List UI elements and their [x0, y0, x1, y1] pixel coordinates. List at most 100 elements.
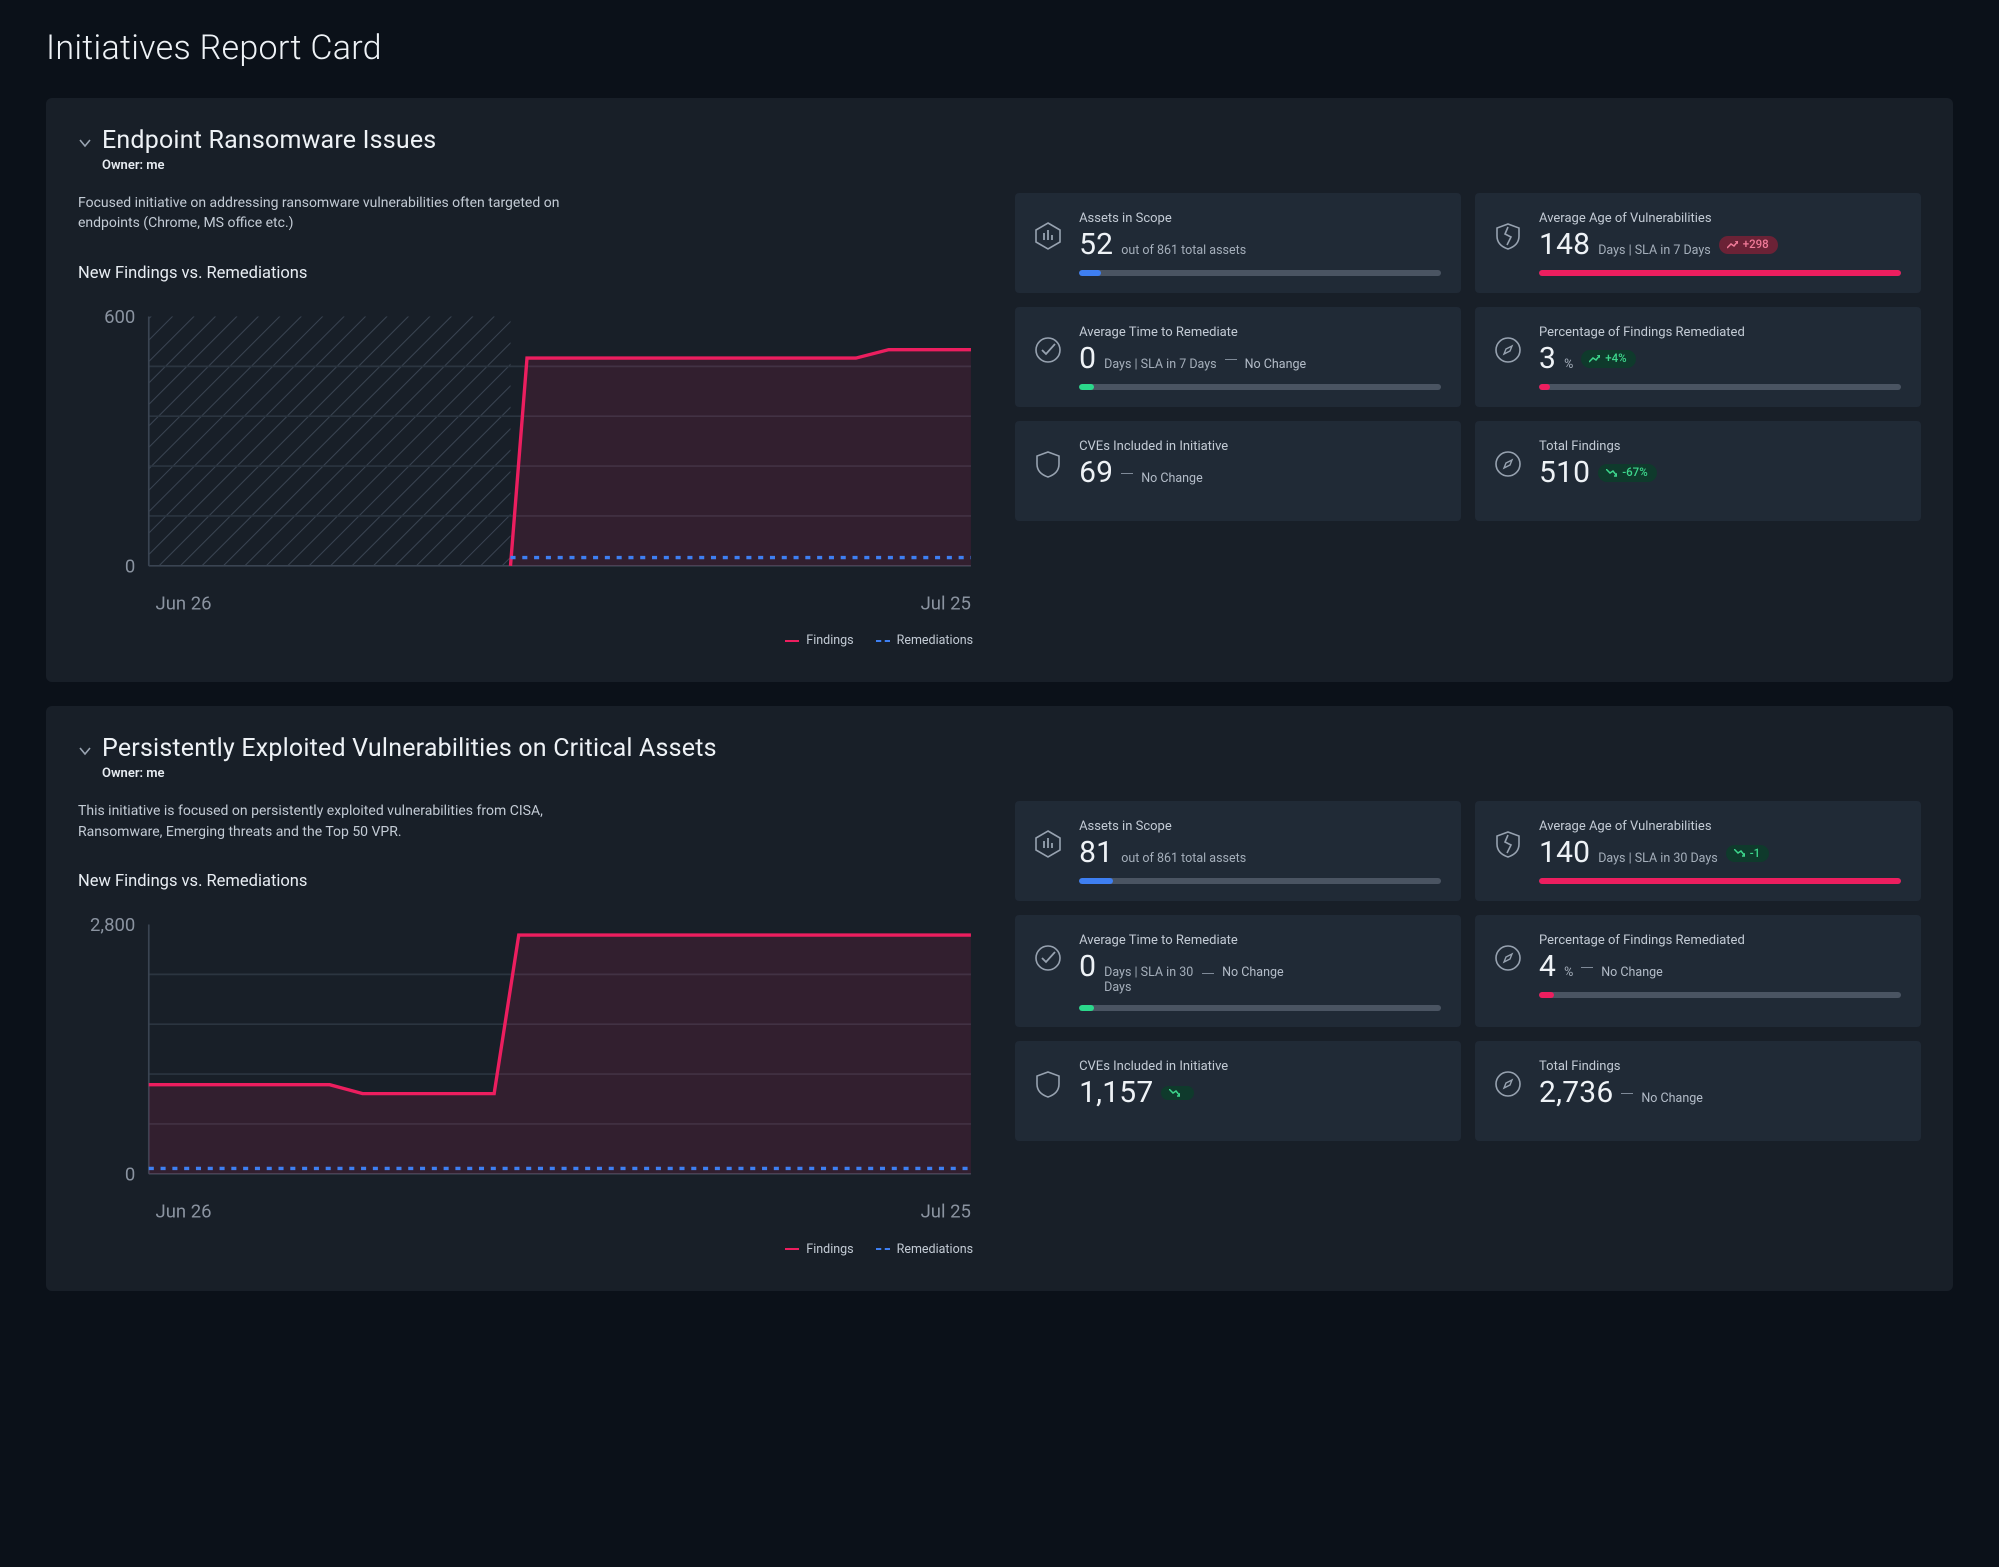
initiative-title: Persistently Exploited Vulnerabilities o… — [102, 734, 717, 763]
metric-value: 510 — [1539, 458, 1590, 488]
panel-header[interactable]: Endpoint Ransomware Issues — [78, 126, 1921, 155]
legend-findings: Findings — [806, 633, 853, 648]
metric-value: 69 — [1079, 458, 1113, 488]
metric-label: Average Time to Remediate — [1079, 933, 1441, 948]
trend-pill: +4% — [1581, 350, 1635, 368]
metric-card[interactable]: Assets in Scope 81 out of 861 total asset… — [1015, 801, 1461, 901]
metric-suffix: Days | SLA in 30 Days — [1598, 851, 1718, 866]
svg-text:Jun 26: Jun 26 — [156, 1201, 212, 1223]
dash-sep — [1621, 1093, 1633, 1094]
svg-text:0: 0 — [125, 555, 135, 577]
svg-text:0: 0 — [125, 1163, 135, 1185]
metric-card[interactable]: Average Age of Vulnerabilities 140Days |… — [1475, 801, 1921, 901]
chart-legend: Findings Remediations — [78, 633, 981, 648]
hex-bars-icon — [1033, 221, 1063, 251]
metric-label: Average Age of Vulnerabilities — [1539, 211, 1901, 226]
dash-sep — [1202, 973, 1214, 974]
trend-pill — [1161, 1086, 1194, 1100]
metric-value: 4 — [1539, 952, 1556, 982]
trend-pill: +298 — [1719, 236, 1778, 254]
compass-icon — [1493, 1069, 1523, 1099]
progress-bar — [1079, 878, 1441, 884]
metric-label: Total Findings — [1539, 439, 1901, 454]
compass-icon — [1493, 943, 1523, 973]
metric-card[interactable]: Percentage of Findings Remediated 3% +4% — [1475, 307, 1921, 407]
initiative-description: This initiative is focused on persistent… — [78, 801, 618, 842]
chart-legend: Findings Remediations — [78, 1242, 981, 1257]
owner-label: Owner: me — [102, 158, 1921, 173]
metric-label: Percentage of Findings Remediated — [1539, 933, 1901, 948]
svg-text:Jul 25: Jul 25 — [921, 1201, 971, 1223]
metric-label: Average Time to Remediate — [1079, 325, 1441, 340]
metric-suffix: Days | SLA in 7 Days — [1104, 357, 1217, 372]
progress-bar — [1079, 270, 1441, 276]
no-change-text: No Change — [1245, 357, 1307, 372]
trend-pill: -67% — [1598, 464, 1656, 482]
metric-suffix: out of 861 total assets — [1121, 243, 1246, 258]
metric-label: CVEs Included in Initiative — [1079, 1059, 1441, 1074]
metric-card[interactable]: Average Time to Remediate 0 Days | SLA in… — [1015, 307, 1461, 407]
metric-value: 148 — [1539, 230, 1590, 260]
chart-title: New Findings vs. Remediations — [78, 872, 981, 891]
metric-value: 3 — [1539, 344, 1556, 374]
check-circle-icon — [1033, 943, 1063, 973]
metric-card[interactable]: Total Findings 2,736 No Change — [1475, 1041, 1921, 1141]
metric-label: Total Findings — [1539, 1059, 1901, 1074]
metric-value: 1,157 — [1079, 1078, 1153, 1108]
shield-outline-icon — [1033, 449, 1063, 479]
metric-label: CVEs Included in Initiative — [1079, 439, 1441, 454]
dash-sep — [1121, 473, 1133, 474]
chevron-down-icon — [78, 744, 92, 758]
findings-chart: 0 600 Jun 26 Jul 25 — [78, 303, 981, 620]
shield-crack-icon — [1493, 221, 1523, 251]
metric-suffix: Days | SLA in 7 Days — [1598, 243, 1711, 258]
check-circle-icon — [1033, 335, 1063, 365]
progress-bar — [1079, 384, 1441, 390]
metric-value: 52 — [1079, 230, 1113, 260]
metric-card[interactable]: CVEs Included in Initiative 1,157 — [1015, 1041, 1461, 1141]
metric-value: 81 — [1079, 838, 1113, 868]
metric-value: 2,736 — [1539, 1078, 1613, 1108]
panel-header[interactable]: Persistently Exploited Vulnerabilities o… — [78, 734, 1921, 763]
metric-card[interactable]: Average Time to Remediate 0Days | SLA in… — [1015, 915, 1461, 1027]
legend-remediations: Remediations — [897, 1242, 973, 1257]
metric-value: 0 — [1079, 344, 1096, 374]
metric-card[interactable]: CVEs Included in Initiative 69 No Change — [1015, 421, 1461, 521]
metric-card[interactable]: Assets in Scope 52out of 861 total asset… — [1015, 193, 1461, 293]
legend-findings: Findings — [806, 1242, 853, 1257]
metrics-grid: Assets in Scope 81 out of 861 total asset… — [1015, 801, 1921, 1141]
chevron-down-icon — [78, 136, 92, 150]
metric-card[interactable]: Average Age of Vulnerabilities 148 Days |… — [1475, 193, 1921, 293]
compass-icon — [1493, 449, 1523, 479]
compass-icon — [1493, 335, 1523, 365]
metric-card[interactable]: Total Findings 510 -67% — [1475, 421, 1921, 521]
page-title: Initiatives Report Card — [46, 28, 1953, 68]
shield-outline-icon — [1033, 1069, 1063, 1099]
hex-bars-icon — [1033, 829, 1063, 859]
svg-text:2,800: 2,800 — [90, 914, 135, 936]
svg-text:600: 600 — [104, 306, 135, 328]
owner-label: Owner: me — [102, 766, 1921, 781]
svg-text:Jun 26: Jun 26 — [156, 592, 212, 614]
dash-sep — [1225, 359, 1237, 360]
svg-text:Jul 25: Jul 25 — [921, 592, 971, 614]
metric-value: 140 — [1539, 838, 1590, 868]
legend-remediations: Remediations — [897, 633, 973, 648]
dash-sep — [1581, 967, 1593, 968]
metric-label: Percentage of Findings Remediated — [1539, 325, 1901, 340]
metric-suffix: % — [1564, 965, 1573, 980]
metric-suffix: out of 861 total assets — [1121, 851, 1246, 866]
progress-bar — [1539, 992, 1901, 998]
progress-bar — [1539, 270, 1901, 276]
initiative-panel: Endpoint Ransomware Issues Owner: me Foc… — [46, 98, 1953, 682]
metric-suffix: % — [1564, 357, 1573, 372]
metric-label: Assets in Scope — [1079, 819, 1441, 834]
progress-bar — [1539, 384, 1901, 390]
initiative-title: Endpoint Ransomware Issues — [102, 126, 436, 155]
metric-card[interactable]: Percentage of Findings Remediated 4% No … — [1475, 915, 1921, 1027]
metric-suffix: Days | SLA in 30 Days — [1104, 966, 1194, 995]
progress-bar — [1539, 878, 1901, 884]
trend-pill: -1 — [1726, 845, 1769, 863]
no-change-text: No Change — [1641, 1091, 1703, 1106]
no-change-text: No Change — [1601, 965, 1663, 980]
